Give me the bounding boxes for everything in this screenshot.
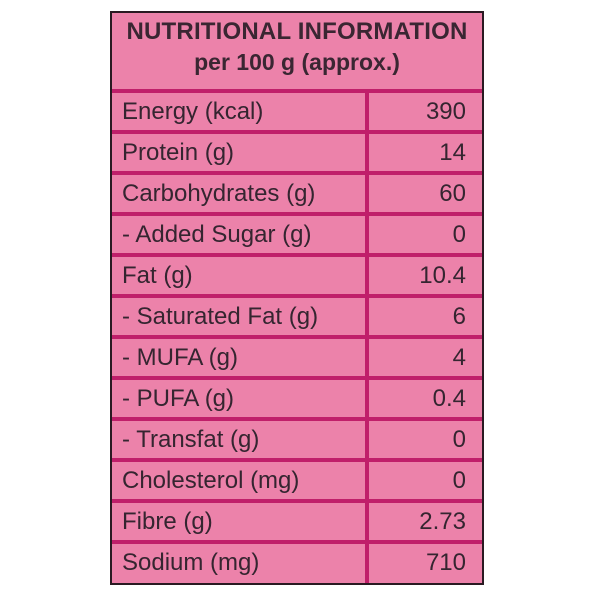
nutrient-name: - MUFA (g) — [122, 344, 239, 371]
table-row: Cholesterol (mg) 0 — [112, 462, 482, 503]
nutrient-value: 0 — [452, 221, 466, 248]
nutrient-value: 2.73 — [419, 508, 466, 535]
nutrient-name: Fat (g) — [122, 262, 193, 289]
nutrient-name: Carbohydrates (g) — [122, 180, 316, 207]
header-divider — [112, 89, 482, 93]
nutrient-name: Protein (g) — [122, 139, 235, 166]
nutrient-name: - Transfat (g) — [122, 426, 260, 453]
nutrition-table: Energy (kcal) 390 Protein (g) 14 Carbohy… — [112, 93, 482, 583]
table-row: Sodium (mg) 710 — [112, 544, 482, 583]
table-row: Fibre (g) 2.73 — [112, 503, 482, 544]
table-row: - Added Sugar (g) 0 — [112, 216, 482, 257]
nutrient-name: - Added Sugar (g) — [122, 221, 312, 248]
table-row: - MUFA (g) 4 — [112, 339, 482, 380]
nutrient-name: Sodium (mg) — [122, 549, 260, 576]
table-row: Energy (kcal) 390 — [112, 93, 482, 134]
nutrient-value: 0 — [452, 467, 466, 494]
table-row: - Transfat (g) 0 — [112, 421, 482, 462]
table-row: - PUFA (g) 0.4 — [112, 380, 482, 421]
nutrition-title: NUTRITIONAL INFORMATION — [126, 18, 468, 45]
nutrient-value: 0 — [452, 426, 466, 453]
nutrient-value: 0.4 — [432, 385, 466, 412]
nutrient-name: Cholesterol (mg) — [122, 467, 300, 494]
nutrient-value: 390 — [425, 98, 466, 125]
table-row: Carbohydrates (g) 60 — [112, 175, 482, 216]
nutrient-value: 14 — [439, 139, 466, 166]
table-row: Protein (g) 14 — [112, 134, 482, 175]
nutrient-name: Fibre (g) — [122, 508, 213, 535]
nutrient-value: 6 — [452, 303, 466, 330]
nutrient-value: 4 — [452, 344, 466, 371]
nutrient-value: 60 — [439, 180, 466, 207]
nutrient-name: - Saturated Fat (g) — [122, 303, 319, 330]
table-row: Fat (g) 10.4 — [112, 257, 482, 298]
nutrition-header: NUTRITIONAL INFORMATION per 100 g (appro… — [112, 13, 482, 89]
nutrient-value: 710 — [425, 549, 466, 576]
nutrient-value: 10.4 — [419, 262, 466, 289]
nutrition-subtitle: per 100 g (approx.) — [194, 49, 400, 75]
nutrient-name: - PUFA (g) — [122, 385, 235, 412]
table-row: - Saturated Fat (g) 6 — [112, 298, 482, 339]
nutrient-name: Energy (kcal) — [122, 98, 264, 125]
nutrition-label-panel: NUTRITIONAL INFORMATION per 100 g (appro… — [110, 11, 484, 585]
